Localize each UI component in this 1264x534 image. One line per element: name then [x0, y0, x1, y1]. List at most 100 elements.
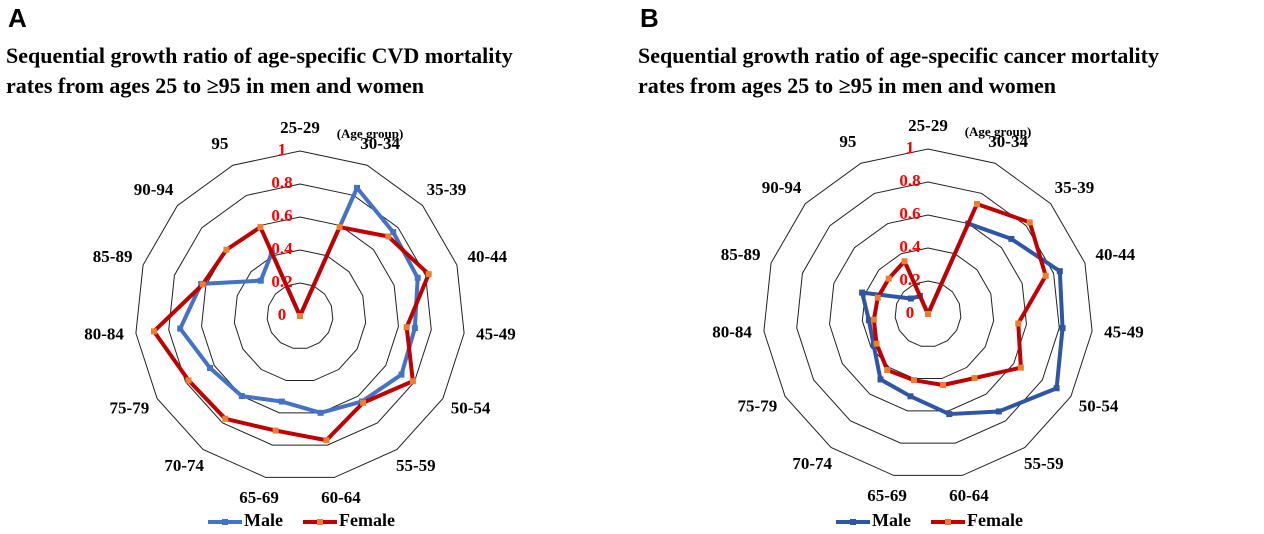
axis-label: 25-29: [908, 116, 948, 135]
data-point: [317, 409, 324, 416]
data-point: [150, 328, 157, 335]
grid-ring: [763, 148, 1093, 476]
data-point: [946, 411, 953, 418]
axis-label: 30-34: [988, 132, 1028, 151]
r-tick-label: 0: [278, 305, 287, 324]
series-line: [860, 221, 1065, 417]
r-tick-label: 0.8: [899, 171, 920, 190]
r-tick-label: 1: [278, 140, 287, 159]
data-point: [884, 367, 891, 374]
data-point: [206, 364, 213, 371]
panel-label: A: [8, 3, 27, 33]
data-point: [971, 375, 978, 382]
axis-label: 60-64: [949, 486, 989, 505]
axis-label: 65-69: [867, 486, 907, 505]
r-tick-label: 0.6: [899, 204, 920, 223]
data-point: [398, 371, 405, 378]
data-point: [870, 316, 877, 323]
data-point: [1042, 272, 1049, 279]
data-point: [1053, 385, 1060, 392]
axis-label: 55-59: [396, 456, 436, 475]
data-point: [940, 382, 947, 389]
data-point: [414, 274, 421, 281]
legend-marker: [317, 519, 323, 525]
data-point: [925, 311, 931, 317]
grid-ring: [266, 282, 334, 349]
r-tick-label: 0.4: [899, 237, 921, 256]
data-point: [411, 325, 418, 332]
axis-label: 40-44: [468, 247, 508, 266]
chart-title: rates from ages 25 to ≥95 in men and wom…: [6, 73, 424, 98]
data-point: [995, 408, 1002, 415]
axis-label: 50-54: [451, 398, 491, 417]
legend-marker: [222, 519, 228, 525]
data-point: [390, 229, 397, 236]
data-point: [1015, 320, 1022, 327]
axis-label: 60-64: [321, 488, 361, 507]
r-tick-label: 0: [906, 303, 915, 322]
legend-marker: [945, 519, 951, 525]
axis-label: 35-39: [1055, 178, 1095, 197]
legend-label: Male: [244, 510, 283, 530]
grid-ring: [829, 214, 1027, 412]
panel-label: B: [640, 3, 659, 33]
data-point: [1017, 364, 1024, 371]
data-point: [403, 324, 410, 331]
data-point: [859, 289, 866, 296]
data-point: [385, 233, 392, 240]
data-point: [238, 393, 245, 400]
axis-label: 95: [211, 134, 228, 153]
data-point: [1056, 268, 1063, 275]
data-point: [1026, 219, 1033, 226]
r-tick-label: 0.4: [271, 239, 293, 258]
axis-label: 95: [839, 132, 856, 151]
grid-ring: [233, 249, 367, 382]
axis-label: 80-84: [712, 322, 752, 341]
data-point: [874, 294, 881, 301]
data-point: [877, 376, 884, 383]
data-point: [272, 427, 279, 434]
axis-label: 90-94: [762, 178, 802, 197]
axis-label: 30-34: [360, 134, 400, 153]
chart-title: Sequential growth ratio of age-specific …: [6, 43, 513, 68]
r-tick-label: 0.8: [271, 173, 292, 192]
legend-label: Female: [967, 510, 1023, 530]
annotation: (Age group): [965, 124, 1032, 139]
grid-ring: [168, 183, 432, 446]
data-point: [425, 271, 432, 278]
axis-label: 45-49: [476, 324, 516, 343]
data-point: [323, 437, 330, 444]
axis-label: 40-44: [1096, 245, 1136, 264]
legend-marker: [850, 519, 856, 525]
axis-label: 75-79: [738, 396, 778, 415]
axis-label: 70-74: [164, 456, 204, 475]
data-point: [177, 325, 184, 332]
grid-ring: [135, 150, 465, 478]
data-point: [907, 295, 914, 302]
data-point: [910, 377, 917, 384]
axis-label: 90-94: [134, 180, 174, 199]
axis-label: 85-89: [721, 245, 761, 264]
axis-label: 75-79: [110, 398, 150, 417]
chart-title: rates from ages 25 to ≥95 in men and wom…: [638, 73, 1056, 98]
chart-title: Sequential growth ratio of age-specific …: [638, 43, 1159, 68]
data-point: [199, 281, 206, 288]
annotation: (Age group): [337, 126, 404, 141]
data-point: [257, 224, 264, 231]
data-point: [336, 224, 343, 231]
r-tick-label: 1: [906, 138, 915, 157]
data-point: [907, 393, 914, 400]
data-point: [360, 399, 367, 406]
grid-ring: [861, 247, 995, 380]
data-point: [278, 398, 285, 405]
data-point: [297, 313, 303, 319]
data-point: [901, 258, 908, 265]
data-point: [885, 275, 892, 282]
data-point: [354, 184, 361, 191]
data-point: [409, 378, 416, 385]
axis-label: 55-59: [1024, 454, 1064, 473]
data-point: [185, 377, 192, 384]
series-line: [871, 201, 1048, 388]
axis-label: 70-74: [792, 454, 832, 473]
r-tick-label: 0.6: [271, 206, 292, 225]
